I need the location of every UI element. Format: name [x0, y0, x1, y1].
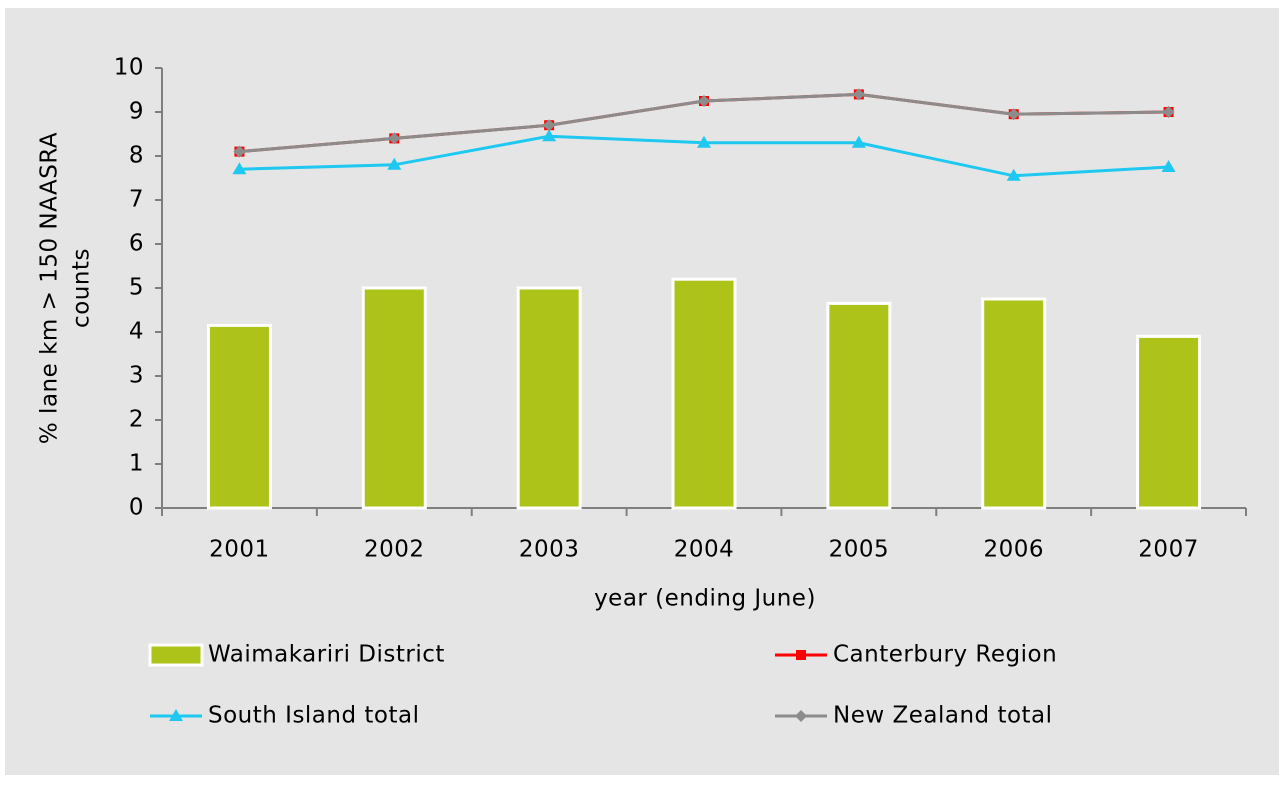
line-marker: [697, 135, 711, 148]
line-marker: [851, 135, 866, 148]
y-axis-label-line: % lane km > 150 NAASRA: [37, 132, 63, 444]
y-tick-label: 10: [114, 55, 144, 81]
y-tick-label: 4: [129, 319, 144, 345]
y-tick-label: 5: [129, 275, 144, 301]
line-marker: [1007, 108, 1020, 121]
bar: [981, 297, 1047, 510]
x-tick-label: 2006: [983, 537, 1044, 563]
y-tick-label: 3: [129, 363, 144, 389]
bar: [516, 286, 582, 510]
bar: [206, 323, 272, 510]
y-tick-label: 7: [129, 187, 144, 213]
y-axis-label-line: counts: [69, 248, 95, 328]
legend-marker: [795, 710, 807, 722]
line-marker: [232, 162, 247, 175]
y-tick-label: 6: [129, 231, 144, 257]
legend-swatch: [148, 643, 204, 667]
x-tick-label: 2005: [829, 537, 890, 563]
bar: [361, 286, 427, 510]
line-marker: [698, 95, 710, 107]
line-marker: [1162, 106, 1175, 118]
x-tick-label: 2002: [364, 537, 425, 563]
x-tick-label: 2003: [519, 537, 580, 563]
line-marker: [1161, 160, 1176, 172]
legend-label: South Island total: [208, 703, 420, 729]
legend-label: Waimakariri District: [208, 642, 445, 668]
y-tick-label: 0: [129, 495, 144, 521]
legend-label: Canterbury Region: [833, 642, 1057, 668]
legend-label: New Zealand total: [833, 703, 1053, 729]
bar: [1136, 334, 1202, 510]
y-tick-label: 9: [129, 99, 144, 125]
legend-marker: [796, 650, 806, 660]
legend-marker: [169, 709, 183, 721]
x-tick-label: 2004: [674, 537, 735, 563]
x-tick-label: 2001: [209, 537, 270, 563]
line-marker: [387, 157, 402, 170]
line-marker: [543, 119, 556, 132]
line-marker: [388, 132, 401, 145]
y-axis-label: % lane km > 150 NAASRA counts: [37, 132, 95, 444]
line-marker: [1006, 168, 1021, 181]
bar: [671, 277, 737, 510]
x-tick-label: 2007: [1138, 537, 1199, 563]
y-tick-label: 2: [129, 407, 144, 433]
line-marker: [542, 129, 557, 142]
y-tick-label: 1: [129, 451, 144, 477]
line-marker: [852, 88, 865, 101]
y-tick-label: 8: [129, 143, 144, 169]
line-marker: [233, 145, 246, 158]
bar: [826, 301, 892, 510]
x-axis-label: year (ending June): [594, 586, 816, 612]
